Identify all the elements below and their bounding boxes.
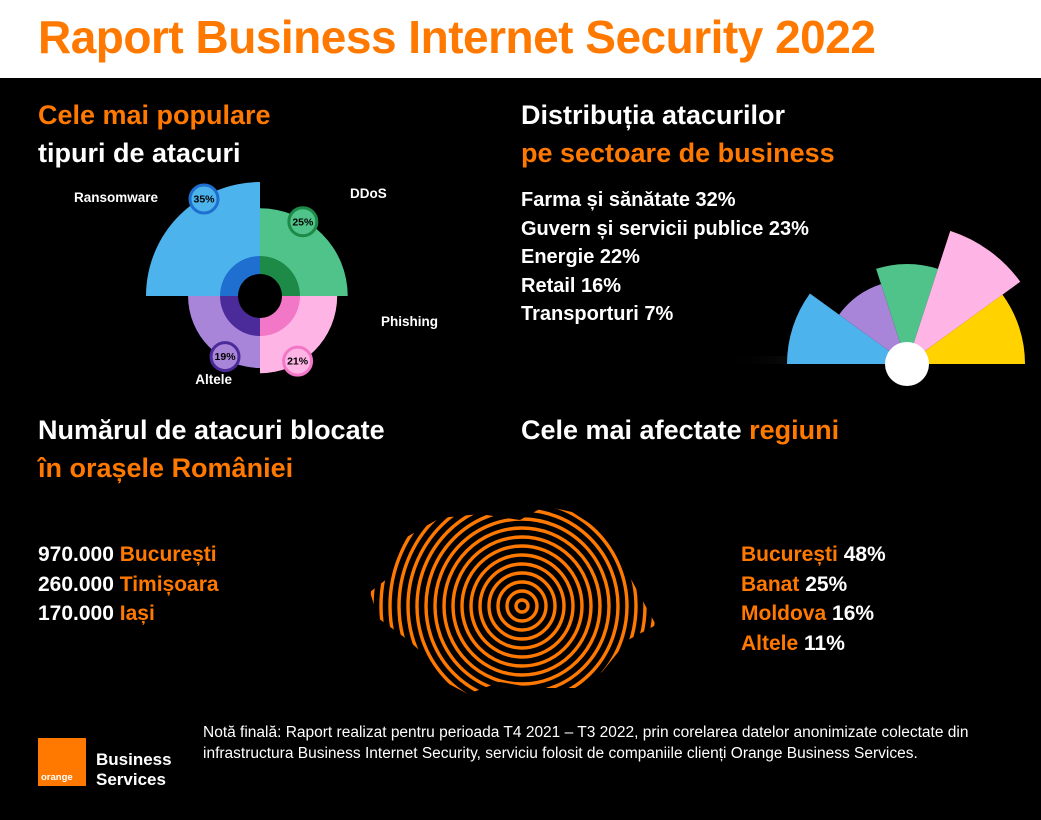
map-ring (505, 589, 539, 623)
attack-types-title-line2: tipuri de atacuri (38, 138, 241, 168)
sectors-list: Farma și sănătate 32% Guvern și servicii… (521, 186, 809, 329)
attack-types-title: Cele mai populare tipuri de atacuri (38, 96, 271, 172)
map-ring (388, 506, 656, 694)
region-name: Moldova (741, 602, 827, 625)
map-ring (379, 506, 656, 694)
rose-inner-ring-ddos (260, 256, 300, 296)
city-item: 260.000 Timișoara (38, 572, 219, 596)
sector-item: Guvern și servicii publice 23% (521, 217, 809, 240)
region-item: Moldova 16% (741, 602, 875, 625)
sectors-title-line2: pe sectoare de business (521, 138, 835, 168)
regions-title-orange: regiuni (749, 415, 840, 445)
rose-value-label: 21% (287, 356, 309, 368)
fan-sector (787, 293, 907, 364)
orange-logo-text: orange (41, 772, 73, 783)
rose-inner-ring-altele (220, 296, 260, 336)
map-ring (451, 535, 593, 677)
map-ring (424, 508, 620, 694)
cities-title-line2: în orașele României (38, 453, 294, 483)
map-ring (478, 562, 566, 650)
city-name: București (119, 543, 217, 566)
map-ring (406, 506, 638, 694)
sector-item: Farma și sănătate 32% (521, 189, 736, 211)
fan-sector (907, 294, 1025, 364)
rose-value-label: 25% (292, 216, 314, 228)
city-name: Iași (119, 602, 155, 625)
map-ring (370, 506, 656, 694)
sectors-title-line1: Distribuția atacurilor (521, 100, 786, 130)
city-name: Timișoara (119, 572, 219, 596)
rose-category-label: Altele (195, 372, 232, 387)
rose-value-badge (282, 345, 314, 377)
fan-sector (839, 284, 907, 364)
orange-logo: orange (38, 738, 86, 786)
regions-title-white: Cele mai afectate (521, 415, 742, 445)
map-ring (469, 553, 575, 659)
rose-value-badge (287, 206, 319, 238)
rose-value-label: 19% (215, 351, 237, 363)
map-ring (397, 506, 647, 694)
sector-item: Energie 22% (521, 246, 640, 268)
rose-center-hole (238, 274, 282, 318)
fan-sector (907, 230, 1021, 364)
rose-inner-ring-phishing (260, 296, 300, 336)
page-title: Raport Business Internet Security 2022 (38, 11, 876, 63)
map-ring (460, 544, 584, 668)
rose-value-label: 35% (193, 194, 215, 206)
rose-sector-ransomware (146, 182, 260, 296)
city-item: 170.000 Iași (38, 602, 155, 625)
attack-types-title-line1: Cele mai populare (38, 100, 271, 130)
cities-title-line1: Numărul de atacuri blocate (38, 415, 385, 445)
header-banner: Raport Business Internet Security 2022 (0, 0, 1041, 78)
rose-category-label: Phishing (381, 314, 438, 329)
region-name: București (741, 543, 838, 566)
brand-name: Business Services (96, 750, 172, 789)
rose-inner-ring-ransomware (220, 256, 260, 296)
fan-center-dot (885, 342, 929, 386)
region-item: București 48% (741, 543, 886, 566)
region-name: Banat (741, 572, 800, 596)
region-item: Altele 11% (741, 631, 845, 655)
region-name: Altele (741, 631, 799, 655)
fan-sector (876, 264, 938, 364)
regions-list: București 48% Banat 25% Moldova 16% Alte… (741, 540, 886, 658)
sectors-title: Distribuția atacurilor pe sectoare de bu… (521, 96, 835, 172)
map-ring (487, 571, 557, 641)
map-ring (415, 506, 629, 694)
sector-item: Transporturi 7% (521, 303, 674, 325)
rose-value-badge (209, 341, 241, 373)
cities-title: Numărul de atacuri blocate în orașele Ro… (38, 411, 385, 487)
rose-category-label: DDoS (350, 186, 387, 201)
map-ring (496, 580, 548, 632)
cities-list: 970.000 București 260.000 Timișoara 170.… (38, 540, 219, 629)
map-ring (442, 526, 602, 686)
city-item: 970.000 București (38, 543, 217, 566)
map-ring (514, 598, 530, 614)
rose-category-label: Ransomware (74, 190, 159, 205)
regions-title: Cele mai afectate regiuni (521, 411, 839, 449)
footer-note: Notă finală: Raport realizat pentru peri… (203, 724, 969, 762)
sector-item: Retail 16% (521, 274, 622, 297)
rose-value-badge (188, 183, 220, 215)
region-item: Banat 25% (741, 572, 848, 596)
